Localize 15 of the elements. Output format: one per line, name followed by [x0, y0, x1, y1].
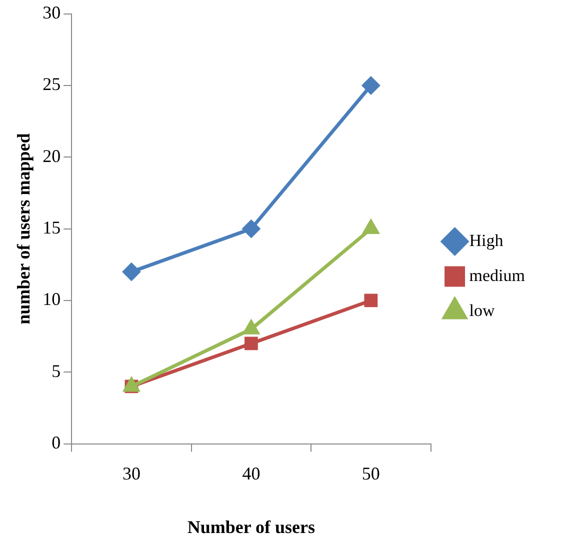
y-axis-title: number of users mapped: [13, 133, 34, 324]
x-tick-label: 30: [122, 463, 140, 484]
x-axis-title: Number of users: [187, 516, 316, 537]
y-tick-label: 10: [42, 289, 61, 310]
y-tick-label: 30: [42, 2, 61, 23]
x-tick-label: 50: [362, 463, 380, 484]
legend-label: low: [469, 300, 496, 320]
y-tick-label: 5: [52, 360, 61, 381]
x-tick-label: 40: [242, 463, 260, 484]
y-tick-label: 0: [52, 432, 61, 453]
y-tick-label: 20: [42, 146, 61, 166]
legend-label: High: [469, 230, 504, 250]
y-tick-label: 25: [42, 74, 61, 94]
y-tick-label: 15: [42, 218, 61, 238]
legend-label: medium: [469, 266, 526, 285]
